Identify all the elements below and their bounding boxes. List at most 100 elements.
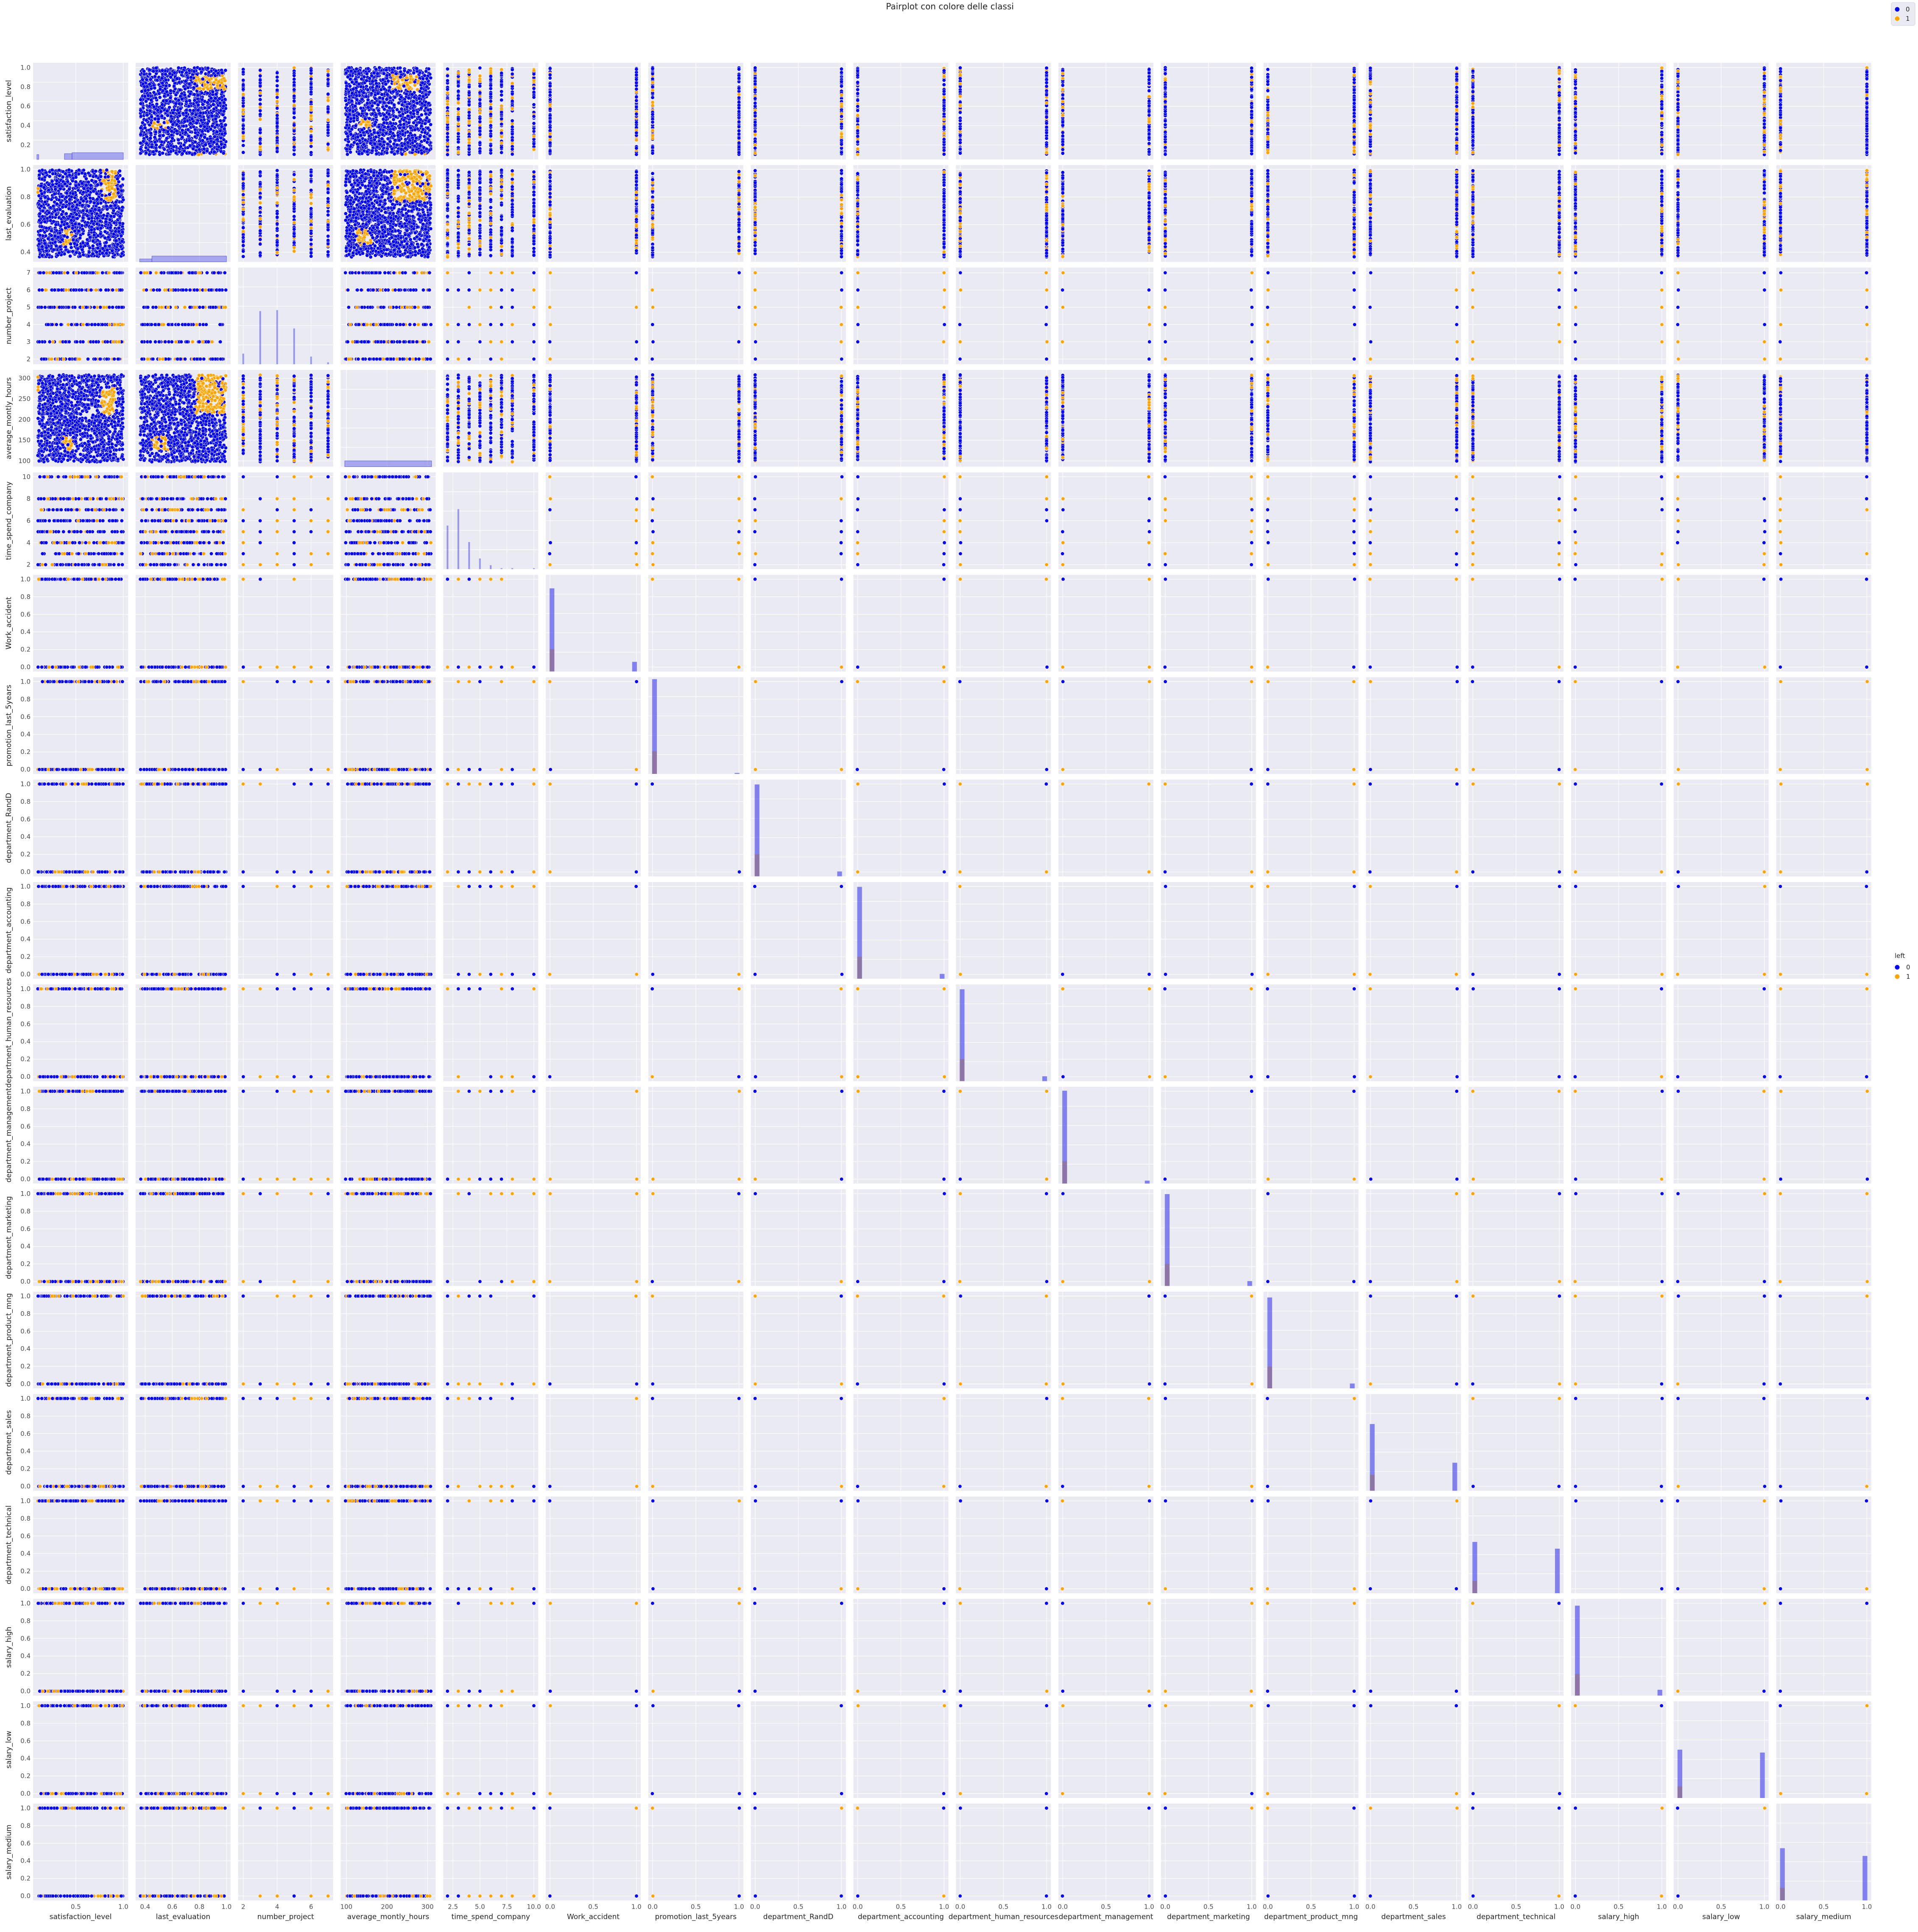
scatter-point	[188, 144, 192, 147]
scatter-point	[154, 96, 157, 100]
scatter-point	[203, 83, 207, 87]
scatter-point	[169, 89, 172, 92]
scatter-point	[309, 108, 313, 112]
scatter-point	[344, 99, 347, 102]
scatter-point	[414, 136, 418, 140]
scatter-point	[378, 142, 382, 146]
scatter-point	[427, 101, 430, 105]
scatter-point	[223, 123, 227, 126]
scatter-point	[500, 80, 503, 83]
scatter-point	[201, 130, 204, 133]
scatter-point	[149, 137, 152, 140]
scatter-point	[366, 101, 369, 105]
scatter-point	[193, 140, 197, 144]
scatter-point	[199, 119, 203, 122]
scatter-point	[348, 84, 352, 88]
scatter-point	[292, 88, 296, 91]
scatter-point	[457, 151, 460, 154]
scatter-point	[457, 128, 460, 131]
scatter-point	[532, 114, 536, 118]
scatter-point	[213, 74, 217, 77]
scatter-point	[193, 99, 196, 102]
scatter-point	[292, 74, 296, 77]
scatter-point	[154, 143, 158, 147]
scatter-point	[420, 113, 423, 117]
scatter-point	[171, 111, 175, 114]
scatter-point	[397, 139, 401, 142]
scatter-point	[548, 103, 552, 106]
scatter-point	[385, 98, 388, 101]
scatter-point	[405, 76, 408, 79]
scatter-point	[396, 150, 399, 153]
scatter-point	[275, 88, 279, 92]
scatter-point	[402, 123, 405, 126]
scatter-point	[178, 88, 181, 92]
scatter-point	[405, 105, 409, 109]
scatter-point	[165, 109, 169, 113]
scatter-point	[292, 94, 296, 98]
scatter-point	[532, 142, 536, 145]
scatter-point	[204, 143, 207, 146]
scatter-point	[201, 139, 204, 142]
scatter-point	[188, 151, 191, 154]
scatter-point	[397, 110, 401, 114]
scatter-point	[223, 98, 227, 101]
scatter-point	[389, 130, 392, 134]
scatter-point	[151, 150, 155, 154]
scatter-point	[635, 120, 638, 124]
scatter-point	[394, 72, 398, 75]
scatter-point	[275, 121, 279, 125]
scatter-point	[511, 107, 514, 110]
hist-bar	[37, 155, 39, 159]
scatter-point	[258, 109, 262, 112]
scatter-point	[196, 109, 200, 112]
scatter-point	[346, 115, 349, 119]
scatter-point	[446, 67, 449, 71]
scatter-point	[500, 141, 503, 145]
scatter-point	[189, 75, 193, 79]
scatter-point	[212, 103, 215, 106]
scatter-point	[418, 89, 422, 93]
scatter-point	[478, 91, 482, 94]
scatter-point	[309, 139, 313, 142]
scatter-point	[428, 134, 431, 137]
scatter-point	[139, 126, 142, 130]
scatter-point	[446, 116, 449, 119]
scatter-point	[191, 147, 195, 151]
scatter-point	[352, 116, 356, 120]
scatter-point	[139, 98, 142, 101]
scatter-point	[419, 106, 423, 110]
scatter-point	[407, 96, 410, 100]
scatter-point	[209, 127, 212, 131]
scatter-point	[275, 92, 279, 96]
scatter-point	[182, 124, 185, 128]
scatter-point	[635, 112, 638, 116]
scatter-point	[398, 126, 401, 130]
scatter-point	[406, 141, 410, 144]
scatter-point	[222, 101, 226, 104]
scatter-point	[344, 81, 348, 84]
scatter-point	[428, 90, 431, 94]
scatter-point	[511, 92, 514, 95]
scatter-point	[183, 120, 186, 123]
scatter-point	[548, 98, 552, 101]
scatter-point	[326, 74, 329, 77]
scatter-point	[382, 121, 386, 124]
scatter-point	[372, 71, 376, 75]
scatter-point	[407, 87, 410, 90]
scatter-point	[467, 78, 471, 81]
scatter-point	[409, 74, 412, 78]
scatter-point	[416, 101, 419, 105]
scatter-point	[407, 121, 410, 124]
scatter-point	[344, 71, 348, 75]
scatter-point	[190, 117, 194, 120]
scatter-point	[186, 128, 190, 131]
hist-bar	[64, 154, 72, 159]
scatter-point	[169, 150, 173, 153]
scatter-point	[511, 125, 514, 128]
scatter-point	[352, 87, 355, 91]
scatter-point	[141, 121, 144, 124]
scatter-point	[158, 130, 162, 133]
scatter-point	[500, 110, 503, 114]
scatter-point	[500, 90, 503, 93]
